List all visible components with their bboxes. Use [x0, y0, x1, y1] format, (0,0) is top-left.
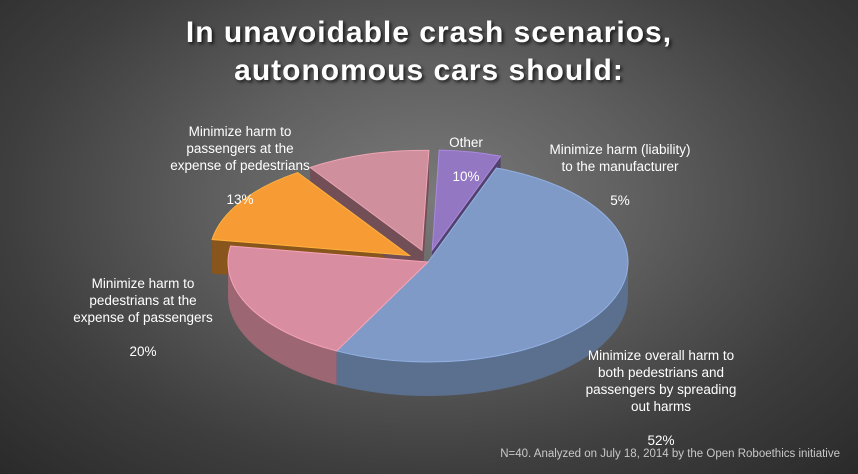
slice-label-text: Minimize harm to passengers at the expen…: [170, 124, 310, 173]
slice-label-text: Minimize harm (liability) to the manufac…: [549, 142, 691, 174]
slice-value-label: 5%: [610, 193, 630, 208]
pie-slice-0: [335, 167, 629, 363]
chart-footnote: N=40. Analyzed on July 18, 2014 by the O…: [500, 448, 840, 460]
slice-label-other: Other 10%: [426, 117, 506, 185]
slice-label-harm-manufacturer: Minimize harm (liability) to the manufac…: [520, 124, 720, 209]
pie-slice-cut-wall-3-1: [421, 150, 429, 285]
slice-label-harm-to-passengers: Minimize harm to passengers at the expen…: [130, 106, 350, 208]
chart-title: In unavoidable crash scenarios, autonomo…: [185, 16, 673, 87]
pie-slice-1: [227, 245, 430, 352]
slice-label-harm-to-pedestrians: Minimize harm to pedestrians at the expe…: [48, 258, 238, 360]
pie-slice-4: [431, 149, 502, 252]
slice-value-label: 52%: [647, 433, 675, 448]
slice-label-text: Minimize overall harm to both pedestrian…: [585, 348, 737, 414]
pie-slice-side-0: [336, 262, 628, 397]
slice-label-text: Minimize harm to pedestrians at the expe…: [73, 276, 213, 325]
pie-slice-3: [309, 149, 430, 252]
pie-slice-2: [211, 172, 412, 257]
slice-label-minimize-overall-harm: Minimize overall harm to both pedestrian…: [556, 330, 766, 449]
slice-value-label: 10%: [452, 169, 480, 184]
slice-value-label: 20%: [129, 344, 157, 359]
pie-slice-side-1: [227, 262, 337, 385]
slice-label-text: Other: [449, 135, 483, 150]
slice-value-label: 13%: [226, 192, 254, 207]
